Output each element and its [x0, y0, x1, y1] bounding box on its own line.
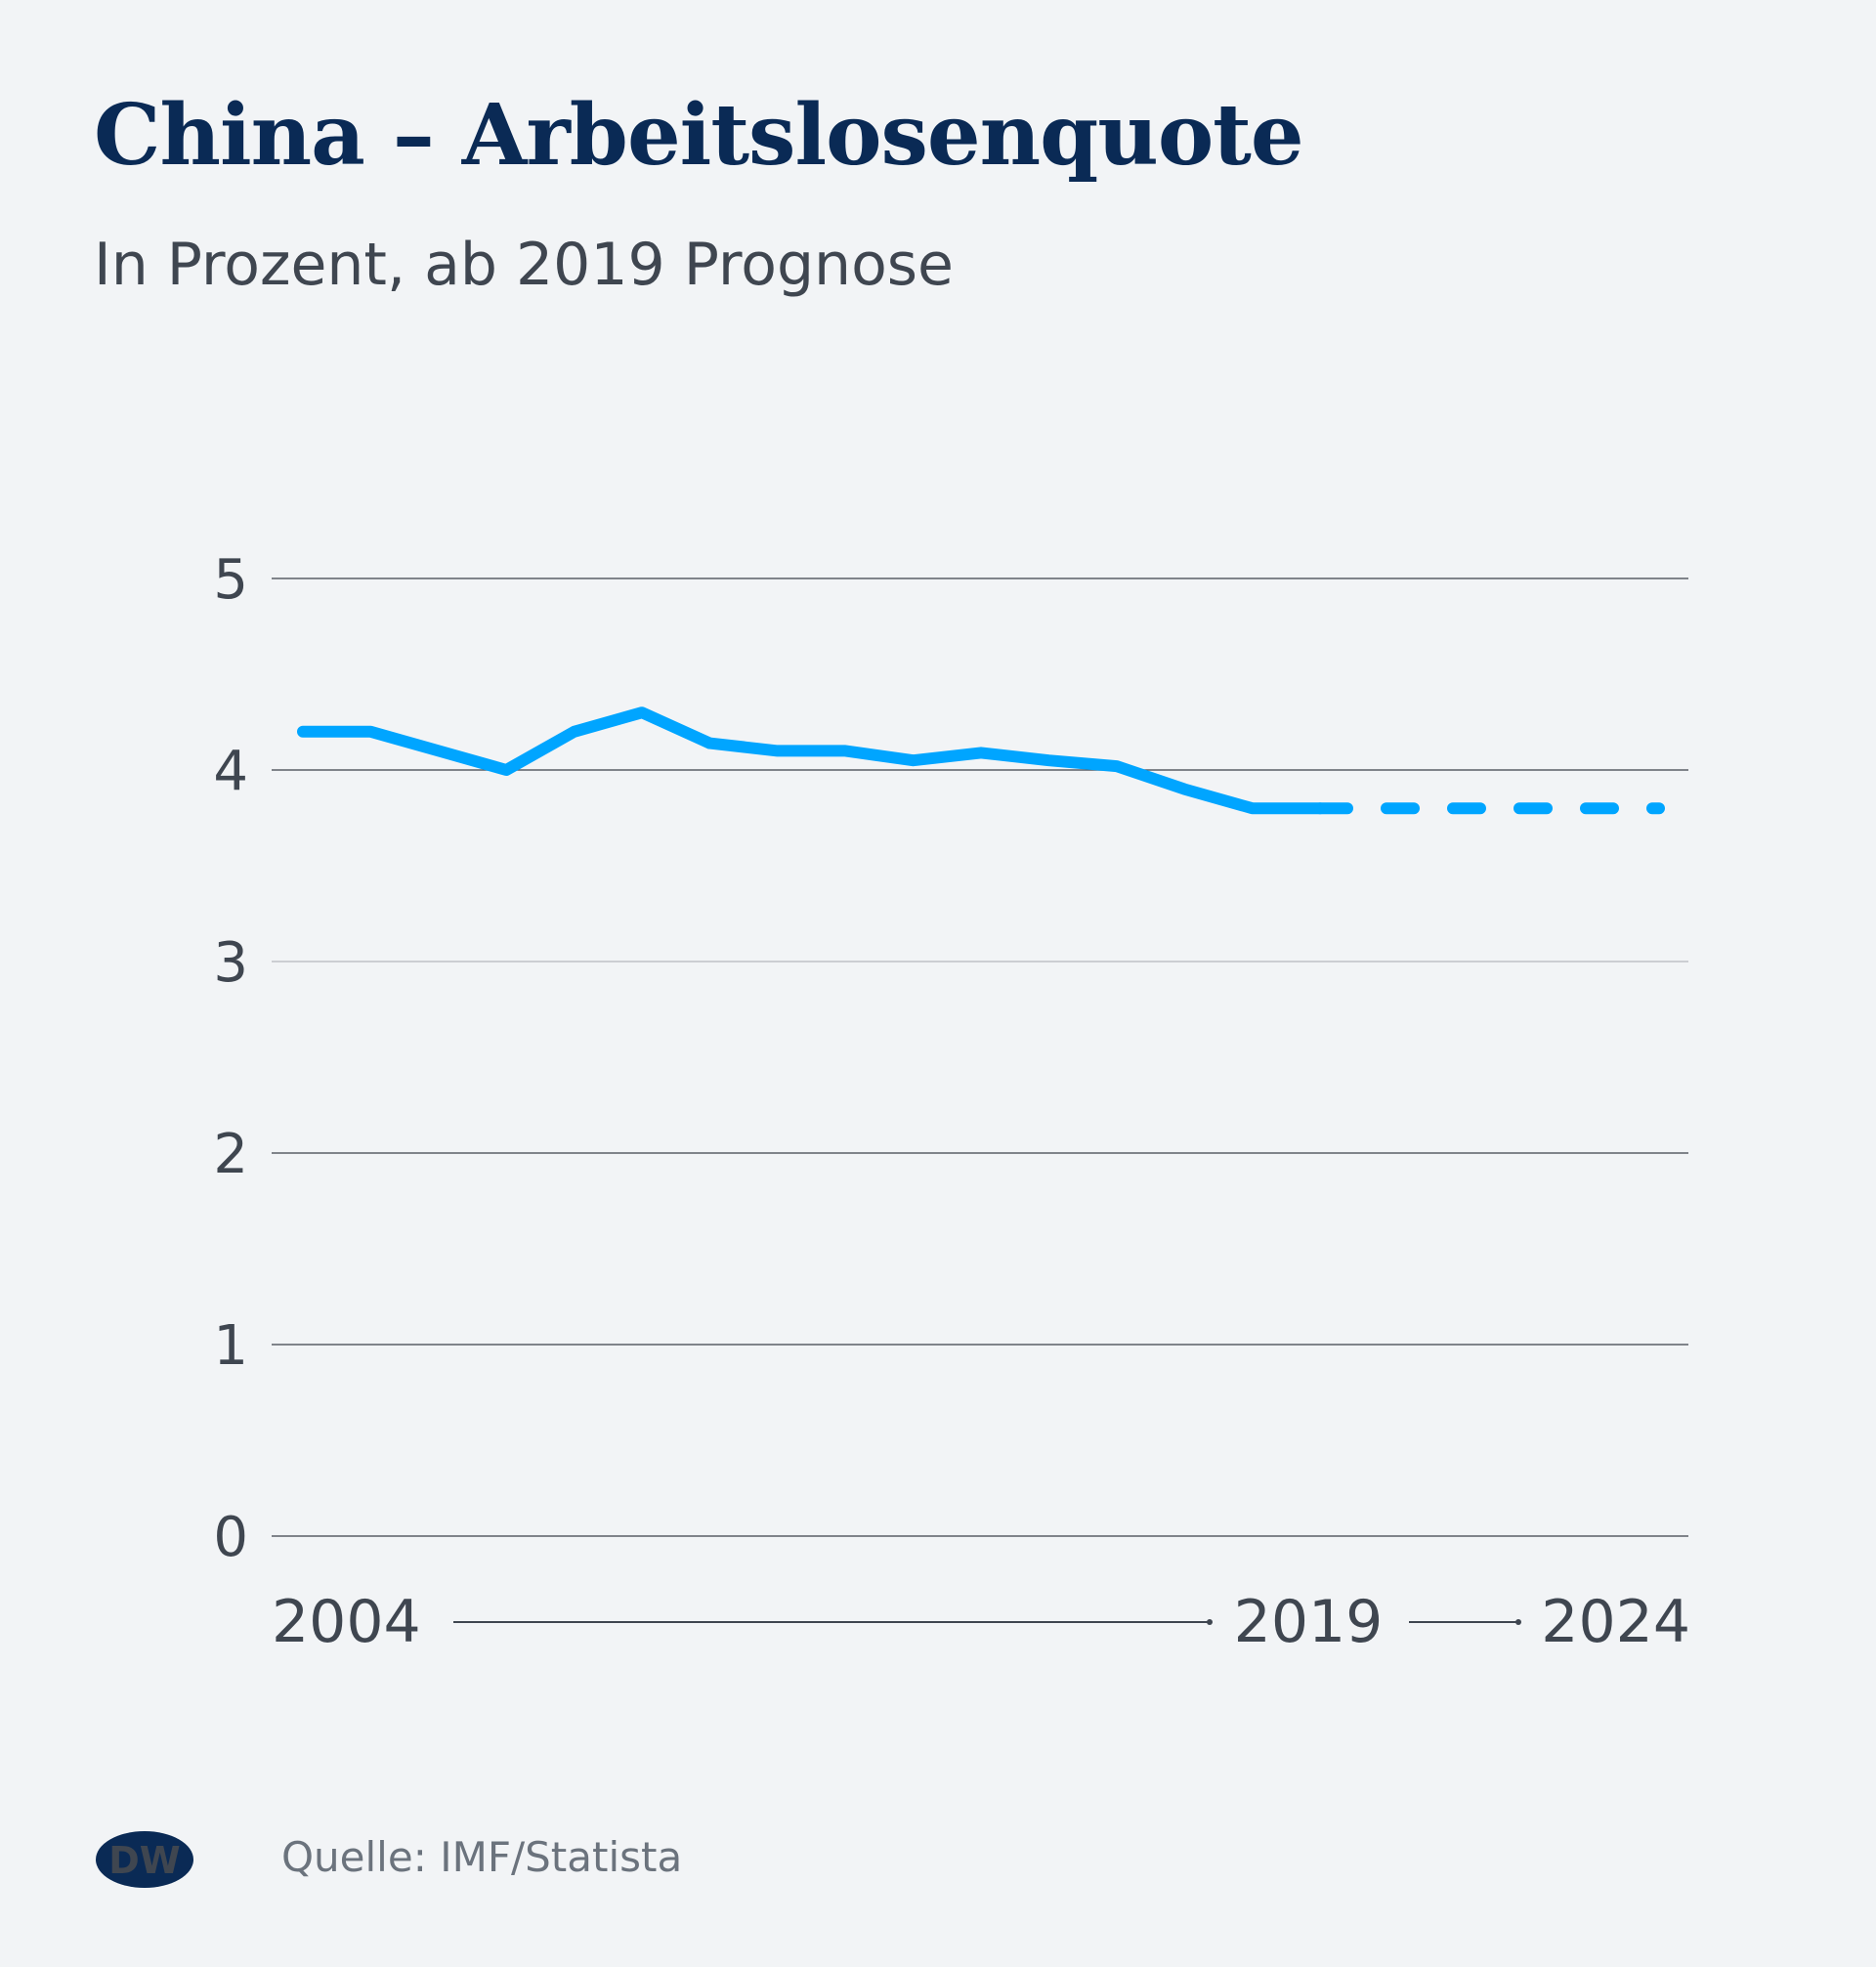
y-tick-label-1: 1 [213, 1314, 248, 1378]
dw-logo-text: DW [108, 1839, 180, 1882]
y-axis-ticks: 0 1 2 3 4 5 [213, 548, 248, 1569]
chart-subtitle: In Prozent, ab 2019 Prognose [94, 231, 954, 299]
x-tick-label-2019: 2019 [1234, 1588, 1384, 1656]
y-tick-label-2: 2 [213, 1123, 248, 1186]
x-tick-label-2004: 2004 [272, 1588, 421, 1656]
grid-lines [272, 577, 1688, 1537]
x-axis-forecast-connector-end [1515, 1619, 1521, 1625]
x-axis-connector-end [1207, 1619, 1213, 1625]
series-lines [297, 706, 1665, 815]
source-note: Quelle: IMF/Statista [281, 1833, 683, 1881]
dw-logo: DW [94, 1829, 195, 1895]
x-tick-label-2024: 2024 [1541, 1588, 1690, 1656]
x-axis: 2004 2019 2024 [272, 1588, 1690, 1656]
y-tick-label-3: 3 [213, 931, 248, 995]
y-tick-label-4: 4 [213, 740, 248, 803]
chart-title: China – Arbeitslosenquote [94, 86, 1304, 185]
y-tick-label-0: 0 [213, 1506, 248, 1569]
y-tick-label-5: 5 [213, 548, 248, 612]
series-line-actual [297, 706, 1326, 815]
